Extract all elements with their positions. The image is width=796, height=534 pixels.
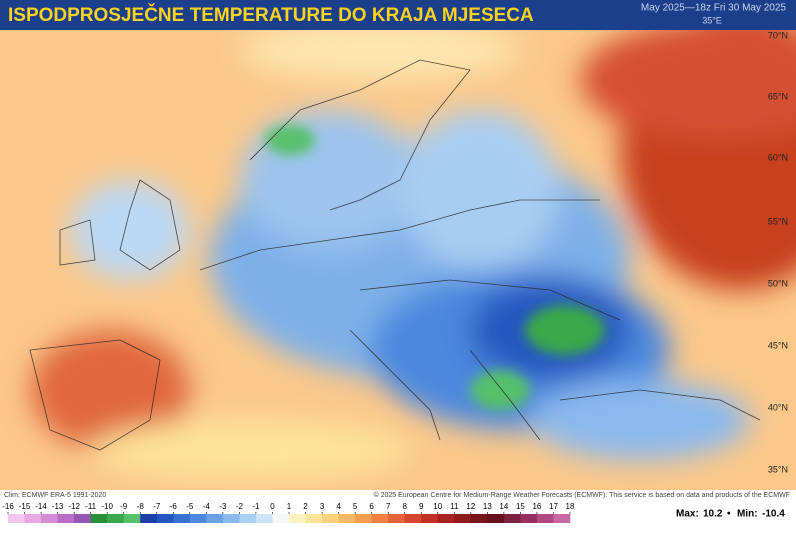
colorbar-segment [454,514,472,523]
max-label: Max: [676,509,699,520]
colorbar: -16 -15 -14 -13 -12 -11 -10 -9 -8 -7 -6 -5 -4 -3 -2 -1 0… [2,502,575,523]
colorbar-segment [503,514,521,523]
lat-label: 40°N [768,402,788,412]
colorbar-segment [338,514,356,523]
colorbar-tick-label: 7 [386,502,391,511]
colorbar-tick-label: -11 [85,502,97,511]
lat-label: 65°N [768,91,788,101]
colorbar-tick-label: -8 [137,502,145,511]
colorbar-tick-label: -13 [52,502,64,511]
colorbar-segment [536,514,554,523]
lon-label: 35°E [702,15,722,25]
colorbar-tick-label: 6 [369,502,374,511]
colorbar-tick-label: -6 [170,502,178,511]
colorbar-tick-label: 11 [450,502,459,511]
colorbar-segment [404,514,422,523]
colorbar-tick-label: 17 [549,502,558,511]
clim-note: Clim: ECMWF ERA-5 1991-2020 [4,492,106,499]
colorbar-tick-label: 5 [353,502,358,511]
colorbar-tick-label: -5 [186,502,194,511]
colorbar-segment [189,514,207,523]
lat-label: 70°N [768,30,788,40]
colorbar-tick-label: -2 [236,502,244,511]
separator: • [727,509,731,520]
colorbar-segment [520,514,538,523]
lat-label: 50°N [768,278,788,288]
colorbar-segment [222,514,240,523]
colorbar-tick-label: 3 [320,502,325,511]
colorbar-segment [156,514,174,523]
colorbar-segment [388,514,406,523]
map [0,30,796,490]
title: ISPODPROSJEČNE TEMPERATURE DO KRAJA MJES… [8,4,534,26]
colorbar-tick-label: -9 [120,502,128,511]
colorbar-segment [553,514,571,523]
lat-label: 35°N [768,464,788,474]
colorbar-tick-label: 2 [303,502,308,511]
colorbar-segment [289,514,306,523]
colorbar-segment [255,514,273,523]
colorbar-tick-label: -15 [19,502,31,511]
title-bar [0,0,796,30]
colorbar-tick-label: 0 [270,502,275,511]
colorbar-segment [421,514,439,523]
colorbar-segment [107,514,125,523]
colorbar-tick-label: -4 [203,502,211,511]
lat-label: 55°N [768,216,788,226]
colorbar-tick-label: -14 [35,502,47,511]
valid-time: May 2025—18z Fri 30 May 2025 [641,3,787,14]
colorbar-tick-label: 8 [402,502,407,511]
lat-label: 45°N [768,340,788,350]
colorbar-segment [173,514,191,523]
colorbar-segment [74,514,91,523]
colorbar-tick-label: 13 [483,502,492,511]
colorbar-segment [322,514,339,523]
min-label: Min: [737,509,758,520]
colorbar-segment [371,514,389,523]
colorbar-segment [57,514,75,523]
colorbar-tick-label: 12 [466,502,475,511]
colorbar-tick-label: 1 [287,502,292,511]
min-value: -10.4 [762,509,785,520]
colorbar-tick-label: -16 [2,502,14,511]
colorbar-tick-label: 9 [419,502,424,511]
colorbar-tick-label: -12 [68,502,80,511]
colorbar-tick-label: 15 [516,502,525,511]
colorbar-tick-label: -10 [101,502,113,511]
colorbar-tick-label: 16 [532,502,541,511]
colorbar-segment [272,514,290,523]
colorbar-tick-label: 4 [336,502,341,511]
colorbar-segment [239,514,257,523]
colorbar-segment [470,514,488,523]
colorbar-segment [487,514,505,523]
colorbar-tick-label: 14 [499,502,508,511]
lat-labels: 70°N 65°N 60°N 55°N 50°N 45°N 40°N 35°N [768,30,788,474]
lat-label: 60°N [768,152,788,162]
colorbar-segment [355,514,372,523]
colorbar-tick-label: -7 [153,502,161,511]
colorbar-segment [305,514,323,523]
colorbar-segment [90,514,108,523]
max-min: Max: 10.2 • Min: -10.4 [676,509,785,520]
colorbar-segment [206,514,224,523]
max-value: 10.2 [703,509,723,520]
colorbar-tick-label: 18 [566,502,575,511]
colorbar-tick-label: -1 [252,502,260,511]
colorbar-segment [41,514,58,523]
colorbar-segment [123,514,141,523]
colorbar-tick-label: -3 [219,502,227,511]
colorbar-segment [437,514,455,523]
colorbar-segment [24,514,42,523]
copyright: © 2025 European Centre for Medium-Range … [373,491,790,499]
colorbar-segment [140,514,158,523]
colorbar-segment [8,514,25,523]
colorbar-tick-label: 10 [433,502,442,511]
